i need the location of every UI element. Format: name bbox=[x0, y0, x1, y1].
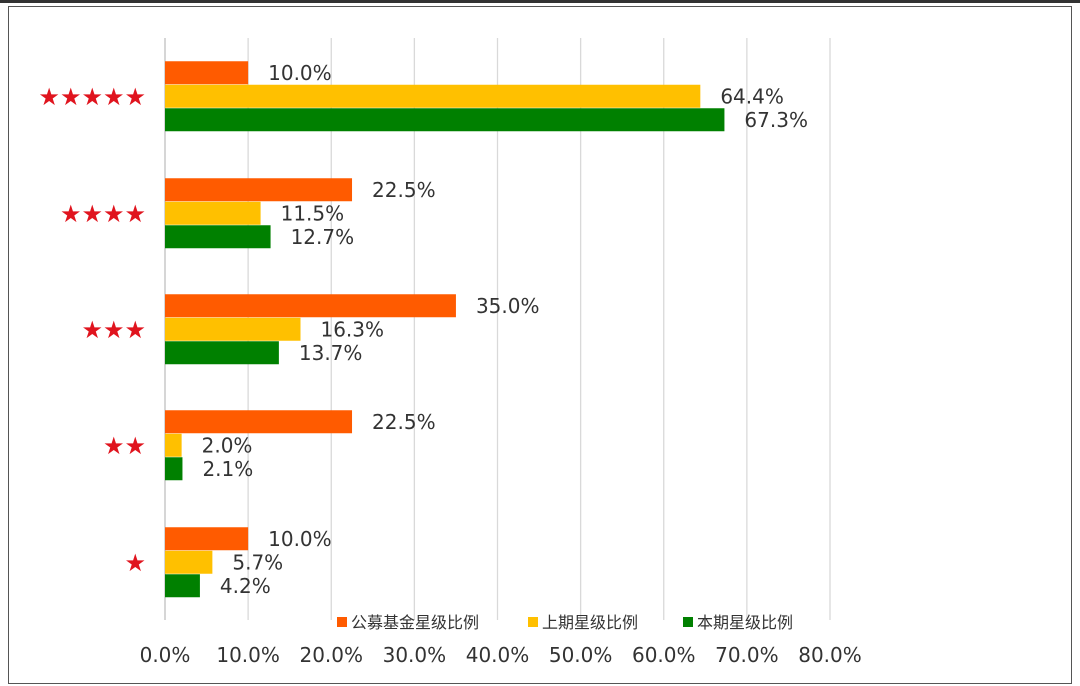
x-tick-label: 60.0% bbox=[632, 643, 696, 667]
bar bbox=[165, 294, 456, 318]
bar bbox=[165, 341, 279, 365]
bar bbox=[165, 61, 249, 85]
legend-label: 公募基金星级比例 bbox=[351, 613, 479, 632]
bar bbox=[165, 225, 271, 249]
legend: 公募基金星级比例 上期星级比例 本期星级比例 bbox=[337, 613, 793, 632]
top-border-line bbox=[0, 0, 1080, 3]
bar bbox=[165, 178, 353, 202]
data-label: 11.5% bbox=[281, 202, 345, 226]
data-label: 13.7% bbox=[299, 341, 363, 365]
data-label: 10.0% bbox=[268, 61, 332, 85]
bar bbox=[165, 84, 701, 108]
legend-swatch bbox=[683, 617, 693, 627]
x-tick-label: 50.0% bbox=[549, 643, 613, 667]
category-label: ★ bbox=[124, 549, 146, 577]
data-label: 22.5% bbox=[372, 410, 436, 434]
data-label: 10.0% bbox=[268, 527, 332, 551]
category-label: ★★ bbox=[103, 432, 146, 460]
x-tick-label: 80.0% bbox=[798, 643, 862, 667]
x-tick-label: 40.0% bbox=[466, 643, 530, 667]
x-tick-label: 0.0% bbox=[140, 643, 191, 667]
data-label: 16.3% bbox=[320, 318, 384, 342]
data-label: 67.3% bbox=[744, 108, 808, 132]
bar bbox=[165, 317, 301, 341]
data-label: 22.5% bbox=[372, 178, 436, 202]
bar bbox=[165, 433, 182, 457]
data-labels: 10.0% 64.4%67.3% 22.5% 11.5%12.7% 35.0% 16.3%… bbox=[202, 61, 808, 598]
data-label: 5.7% bbox=[232, 551, 283, 575]
x-tick-label: 30.0% bbox=[383, 643, 447, 667]
x-tick-label: 10.0% bbox=[216, 643, 280, 667]
data-label: 4.2% bbox=[220, 574, 271, 598]
bar bbox=[165, 527, 249, 551]
data-label: 35.0% bbox=[476, 294, 540, 318]
bar bbox=[165, 574, 200, 598]
x-tick-labels: 0.0% 10.0% 20.0% 30.0% 40.0% 50.0% 60.0% 70.0% 8… bbox=[140, 643, 862, 667]
x-tick-label: 70.0% bbox=[715, 643, 779, 667]
bar bbox=[165, 201, 261, 225]
legend-swatch bbox=[337, 617, 347, 627]
data-label: 2.1% bbox=[202, 457, 253, 481]
category-labels: ★★★★★★★★★★★★★★★ bbox=[38, 83, 146, 577]
x-tick-label: 20.0% bbox=[299, 643, 363, 667]
category-label: ★★★★ bbox=[60, 200, 146, 228]
legend-label: 上期星级比例 bbox=[542, 613, 638, 632]
data-label: 2.0% bbox=[202, 434, 253, 458]
bars bbox=[165, 61, 725, 598]
legend-swatch bbox=[528, 617, 538, 627]
data-label: 12.7% bbox=[291, 225, 355, 249]
bar bbox=[165, 410, 353, 434]
category-label: ★★★★★ bbox=[38, 83, 146, 111]
legend-label: 本期星级比例 bbox=[697, 613, 793, 632]
data-label: 64.4% bbox=[720, 85, 784, 109]
bar bbox=[165, 457, 183, 481]
category-label: ★★★ bbox=[81, 316, 146, 344]
bar bbox=[165, 108, 725, 132]
bar bbox=[165, 550, 213, 574]
